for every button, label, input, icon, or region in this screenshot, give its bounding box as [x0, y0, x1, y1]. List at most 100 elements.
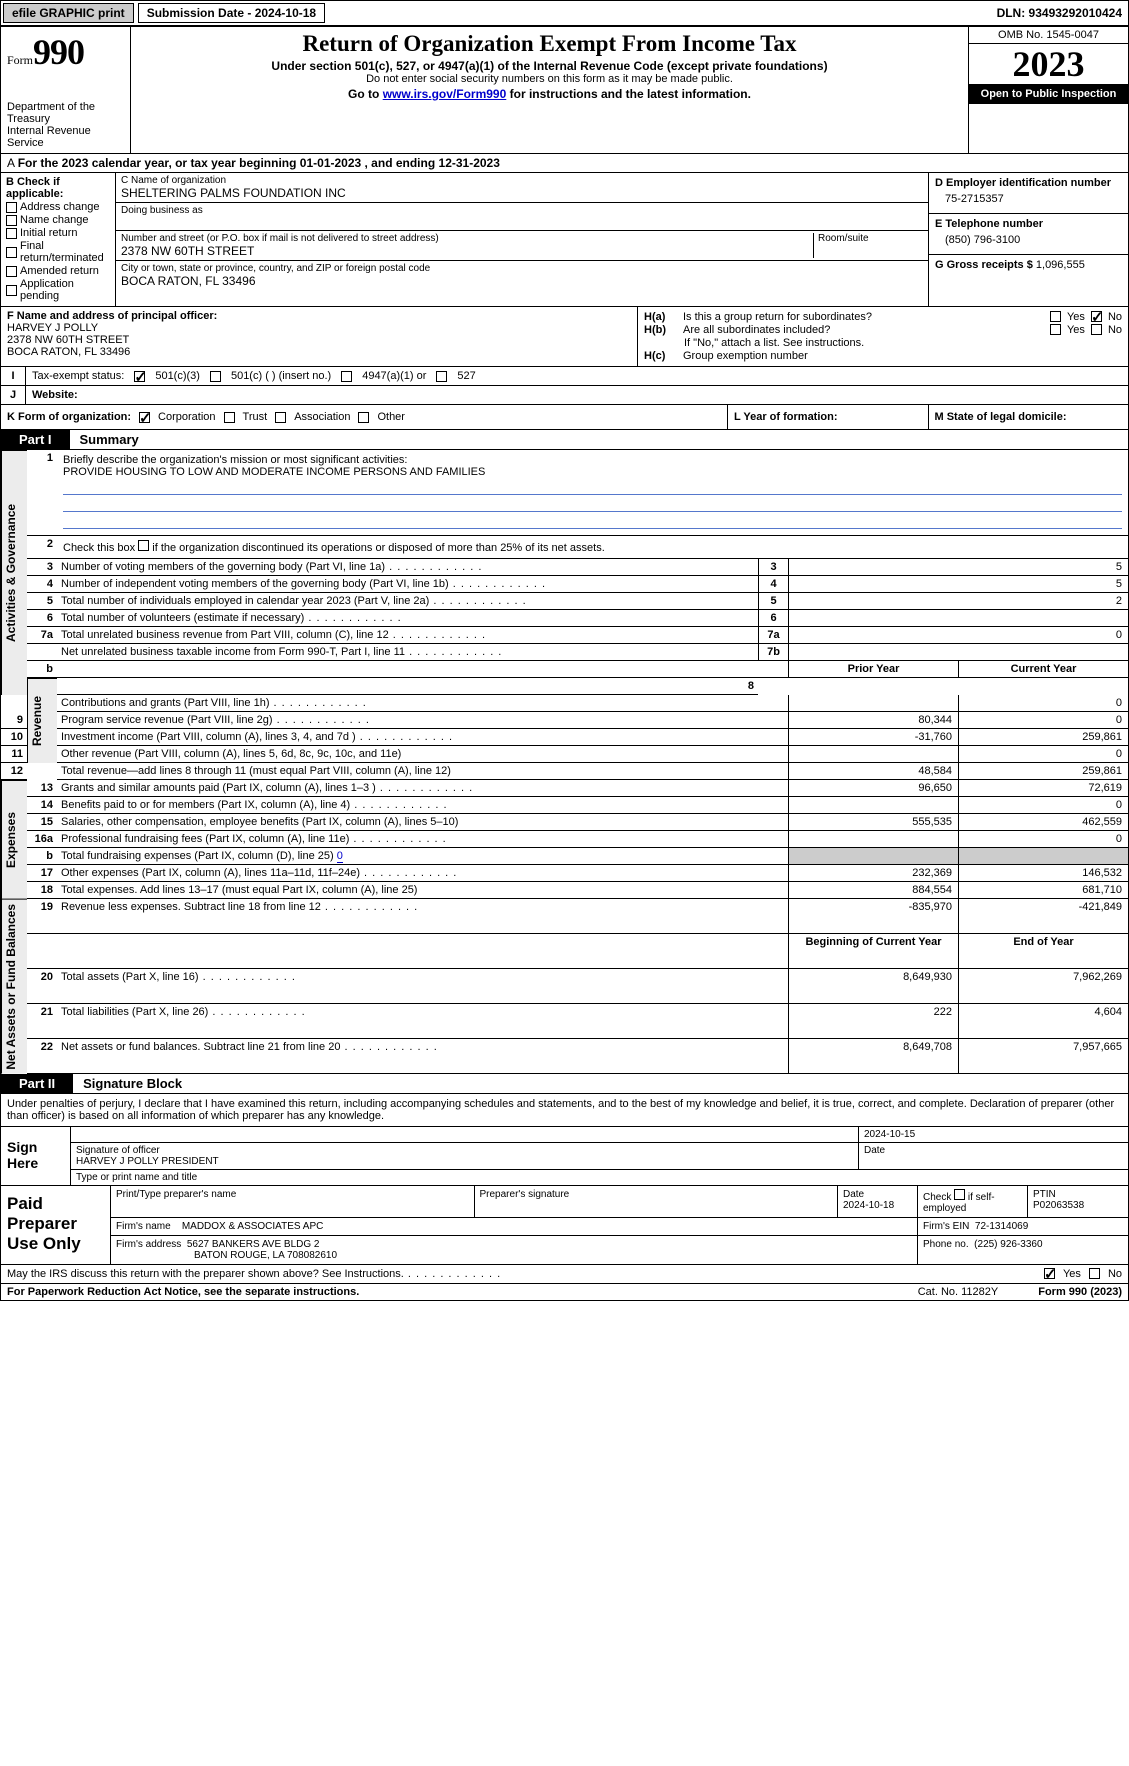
line14-prior — [788, 797, 958, 814]
line3-val: 5 — [788, 559, 1128, 576]
summary-table: Activities & Governance 1 Briefly descri… — [0, 450, 1129, 1074]
line5-val: 2 — [788, 593, 1128, 610]
chk-501c3[interactable] — [134, 371, 145, 382]
self-employed-label: Check if self-employed — [923, 1192, 995, 1214]
line16b-text: Total fundraising expenses (Part IX, col… — [57, 848, 788, 865]
section-f-h: F Name and address of principal officer:… — [0, 307, 1129, 367]
part-1-header: Part I Summary — [0, 430, 1129, 450]
line12-curr: 259,861 — [958, 763, 1128, 780]
form-number: 990 — [33, 32, 84, 72]
chk-other[interactable] — [358, 412, 369, 423]
line11-prior — [788, 746, 958, 763]
prior-year-hdr: Prior Year — [788, 661, 958, 678]
line13-text: Grants and similar amounts paid (Part IX… — [57, 780, 788, 797]
line16b-prior — [788, 848, 958, 865]
d-ein-label: D Employer identification number — [935, 177, 1122, 189]
f-label: F Name and address of principal officer: — [7, 310, 631, 322]
submission-date-label: Submission Date - 2024-10-18 — [138, 3, 325, 23]
officer-city: BOCA RATON, FL 33496 — [7, 346, 631, 358]
form-title: Return of Organization Exempt From Incom… — [137, 31, 962, 57]
paid-preparer-label: Paid Preparer Use Only — [1, 1186, 111, 1264]
form-header: Form990 Department of the Treasury Inter… — [0, 27, 1129, 153]
line8-curr: 0 — [958, 695, 1128, 712]
chk-amended[interactable] — [6, 266, 17, 277]
line19-prior: -835,970 — [788, 899, 958, 934]
line22-curr: 7,957,665 — [958, 1039, 1128, 1074]
e-phone-label: E Telephone number — [935, 218, 1122, 230]
chk-4947[interactable] — [341, 371, 352, 382]
i-label: Tax-exempt status: — [32, 370, 124, 382]
irs-discuss-row: May the IRS discuss this return with the… — [0, 1265, 1129, 1284]
line6-text: Total number of volunteers (estimate if … — [57, 610, 758, 627]
h-c-text: Group exemption number — [683, 350, 808, 362]
line5-text: Total number of individuals employed in … — [57, 593, 758, 610]
chk-501c[interactable] — [210, 371, 221, 382]
line19-text: Revenue less expenses. Subtract line 18 … — [57, 899, 788, 934]
line8-prior — [788, 695, 958, 712]
line21-curr: 4,604 — [958, 1004, 1128, 1039]
ha-no[interactable] — [1091, 311, 1102, 322]
line9-text: Program service revenue (Part VIII, line… — [57, 712, 788, 729]
line2-text: Check this box if the organization disco… — [63, 542, 605, 554]
line16a-prior — [788, 831, 958, 848]
ptin-label: PTIN — [1033, 1189, 1056, 1200]
line22-prior: 8,649,708 — [788, 1039, 958, 1074]
ein-value: 75-2715357 — [935, 189, 1122, 209]
preparer-name-label: Print/Type preparer's name — [111, 1186, 475, 1217]
line16a-curr: 0 — [958, 831, 1128, 848]
dept-treasury: Department of the Treasury — [7, 101, 124, 125]
officer-name-title: HARVEY J POLLY PRESIDENT — [76, 1156, 219, 1167]
firm-name: MADDOX & ASSOCIATES APC — [182, 1221, 324, 1232]
chk-discontinued[interactable] — [138, 540, 149, 551]
paid-preparer-block: Paid Preparer Use Only Print/Type prepar… — [0, 1186, 1129, 1265]
irs-form990-link[interactable]: www.irs.gov/Form990 — [383, 87, 507, 101]
part-2-title: Signature Block — [73, 1074, 192, 1093]
efile-print-button[interactable]: efile GRAPHIC print — [3, 3, 134, 23]
chk-final-return[interactable] — [6, 247, 17, 258]
form-word: Form — [7, 53, 33, 67]
line17-text: Other expenses (Part IX, column (A), lin… — [57, 865, 788, 882]
chk-app-pending[interactable] — [6, 285, 17, 296]
gross-receipts: 1,096,555 — [1036, 259, 1085, 271]
line21-text: Total liabilities (Part X, line 26) — [57, 1004, 788, 1039]
line7b-val — [788, 644, 1128, 661]
open-public-badge: Open to Public Inspection — [969, 84, 1128, 104]
type-name-label: Type or print name and title — [71, 1170, 1128, 1185]
chk-initial-return[interactable] — [6, 228, 17, 239]
firm-phone: (225) 926-3360 — [974, 1239, 1042, 1250]
dln-label: DLN: 93493292010424 — [997, 6, 1128, 20]
b-label: B Check if applicable: — [6, 176, 110, 200]
begin-year-hdr: Beginning of Current Year — [788, 934, 958, 969]
side-revenue: Revenue — [27, 678, 57, 763]
sig-officer-label: Signature of officer — [76, 1145, 160, 1156]
sig-date-value: 2024-10-15 — [859, 1127, 1128, 1142]
chk-527[interactable] — [436, 371, 447, 382]
current-year-hdr: Current Year — [958, 661, 1128, 678]
hb-yes[interactable] — [1050, 324, 1061, 335]
line7a-text: Total unrelated business revenue from Pa… — [57, 627, 758, 644]
firm-ein: 72-1314069 — [975, 1221, 1028, 1232]
ptin-value: P02063538 — [1033, 1200, 1084, 1211]
line10-text: Investment income (Part VIII, column (A)… — [57, 729, 788, 746]
chk-name-change[interactable] — [6, 215, 17, 226]
hb-no[interactable] — [1091, 324, 1102, 335]
line10-prior: -31,760 — [788, 729, 958, 746]
chk-address-change[interactable] — [6, 202, 17, 213]
discuss-yes[interactable] — [1044, 1268, 1055, 1279]
org-name: SHELTERING PALMS FOUNDATION INC — [121, 186, 923, 200]
chk-association[interactable] — [275, 412, 286, 423]
line9-curr: 0 — [958, 712, 1128, 729]
h-b-note: If "No," attach a list. See instructions… — [644, 337, 1122, 349]
line16a-text: Professional fundraising fees (Part IX, … — [57, 831, 788, 848]
chk-corporation[interactable] — [139, 412, 150, 423]
line12-text: Total revenue—add lines 8 through 11 (mu… — [57, 763, 788, 780]
c-name-label: C Name of organization — [121, 175, 923, 186]
form-990-label: Form 990 (2023) — [1038, 1286, 1122, 1298]
ha-yes[interactable] — [1050, 311, 1061, 322]
chk-self-employed[interactable] — [954, 1189, 965, 1200]
m-state-domicile: M State of legal domicile: — [935, 411, 1067, 423]
sig-date-label: Date — [859, 1143, 1128, 1169]
chk-trust[interactable] — [224, 412, 235, 423]
preparer-sig-label: Preparer's signature — [475, 1186, 839, 1217]
discuss-no[interactable] — [1089, 1268, 1100, 1279]
